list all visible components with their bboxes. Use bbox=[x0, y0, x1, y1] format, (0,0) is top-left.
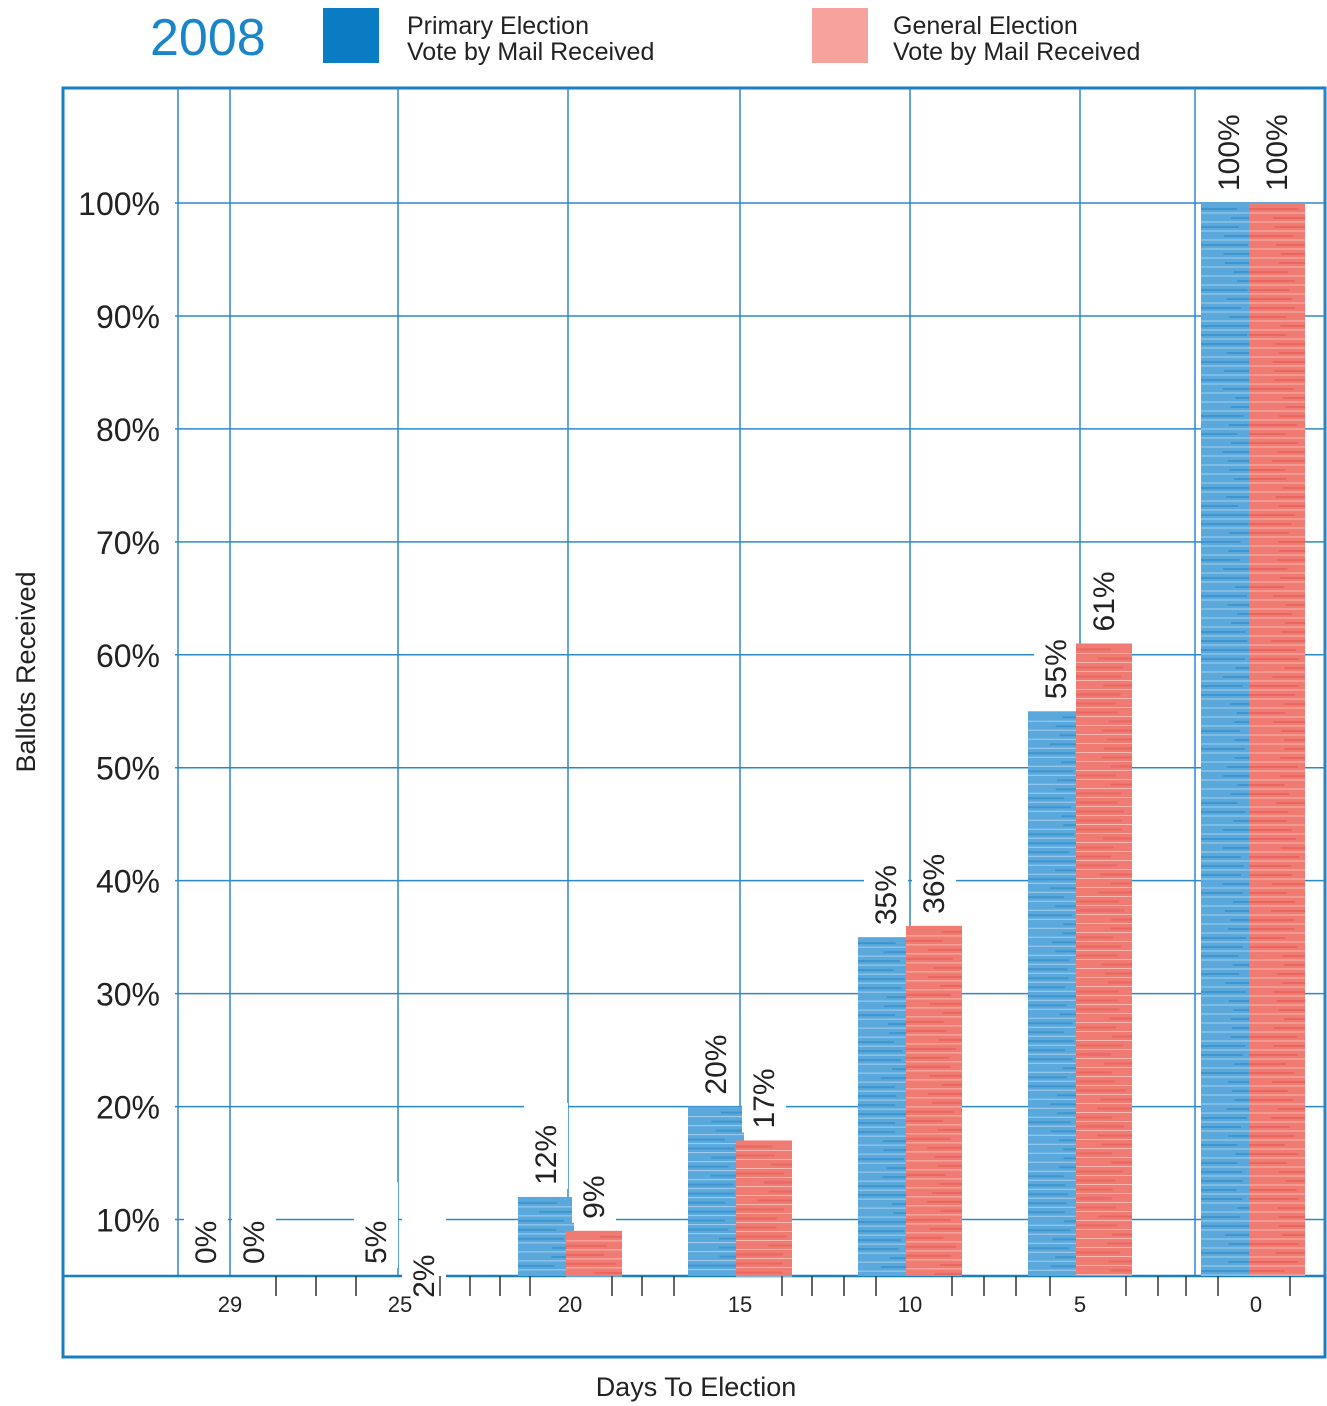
bar-primary-15: 20% bbox=[688, 1012, 744, 1276]
y-tick-bg bbox=[68, 519, 168, 556]
x-tick-label: 5 bbox=[1074, 1292, 1086, 1317]
bar-fill bbox=[858, 937, 914, 1276]
x-tick-label: 29 bbox=[218, 1292, 242, 1317]
year-title: 2008 bbox=[150, 9, 266, 67]
grid-lines bbox=[63, 88, 1326, 1278]
value-label-bg bbox=[354, 1182, 398, 1268]
value-label: 100% bbox=[1213, 114, 1246, 191]
bar-primary-20: 12% bbox=[518, 1102, 574, 1276]
bar-fill bbox=[906, 925, 962, 1276]
value-label-bg bbox=[232, 1204, 276, 1268]
y-tick-bg bbox=[68, 181, 168, 217]
bar-primary-5: 55% bbox=[1028, 617, 1084, 1276]
y-tick-label: 60% bbox=[96, 638, 160, 674]
bar-general-0: 100% bbox=[1249, 109, 1305, 1276]
bar-general-20: 9% bbox=[566, 1136, 622, 1278]
y-tick-label: 50% bbox=[96, 751, 160, 787]
value-label: 12% bbox=[530, 1125, 563, 1185]
x-tick-label: 10 bbox=[898, 1292, 922, 1317]
y-tick-label: 80% bbox=[96, 412, 160, 448]
value-label-bg bbox=[694, 1012, 738, 1099]
y-tick-bg bbox=[68, 406, 168, 443]
y-axis-title: Ballots Received bbox=[11, 571, 41, 772]
y-tick-label: 90% bbox=[96, 299, 160, 335]
value-label: 0% bbox=[238, 1221, 271, 1264]
bar-general-5: 61% bbox=[1076, 549, 1132, 1276]
x-tick-label: 20 bbox=[558, 1292, 582, 1317]
value-label: 0% bbox=[190, 1221, 223, 1264]
value-label: 35% bbox=[870, 865, 903, 925]
x-axis: 29 25 20 15 10 5 0 bbox=[218, 1276, 1291, 1317]
y-tick-label: 40% bbox=[96, 864, 160, 900]
value-label: 20% bbox=[700, 1035, 733, 1095]
bar-general-25: 2% bbox=[402, 1215, 446, 1302]
value-label-bg bbox=[864, 843, 908, 930]
bar-primary-0: 100% bbox=[1201, 109, 1257, 1276]
y-axis-ticks: 10% 20% 30% 40% 50% 60% 70% 80% 90% 100% bbox=[68, 181, 168, 1239]
value-label-bg bbox=[912, 831, 956, 918]
bar-primary-29: 0% bbox=[184, 1204, 228, 1268]
legend: Primary Election Vote by Mail Received G… bbox=[323, 8, 1140, 66]
y-tick-bg bbox=[68, 1084, 168, 1121]
legend-swatch-general bbox=[812, 8, 868, 63]
y-tick-label: 100% bbox=[78, 186, 160, 222]
x-tick-label: 0 bbox=[1250, 1292, 1262, 1317]
y-tick-label: 20% bbox=[96, 1090, 160, 1126]
legend-label-primary-line1: Primary Election bbox=[407, 12, 589, 40]
value-label: 61% bbox=[1088, 571, 1121, 631]
value-label-bg bbox=[524, 1102, 568, 1189]
bar-fill bbox=[688, 1106, 744, 1276]
y-tick-bg bbox=[68, 971, 168, 1008]
y-tick-bg bbox=[68, 632, 168, 669]
x-tick-label: 15 bbox=[728, 1292, 752, 1317]
y-tick-label: 10% bbox=[96, 1203, 160, 1239]
y-tick-label: 30% bbox=[96, 977, 160, 1013]
value-label-bg bbox=[184, 1204, 228, 1268]
bar-fill bbox=[518, 1196, 574, 1276]
bar-fill bbox=[566, 1230, 622, 1276]
legend-swatch-primary bbox=[323, 8, 379, 63]
value-label: 2% bbox=[408, 1255, 441, 1298]
legend-label-primary-line2: Vote by Mail Received bbox=[407, 38, 654, 66]
value-label-bg bbox=[1207, 109, 1251, 195]
x-axis-title: Days To Election bbox=[596, 1372, 797, 1402]
bar-primary-25: 5% bbox=[354, 1182, 398, 1268]
bars: 0% 0% 5% 2% 12% 9% 20% 17% 35% 36% 55% 61% 100% 100% bbox=[184, 109, 1305, 1302]
value-label: 5% bbox=[360, 1221, 393, 1264]
bar-primary-10: 35% bbox=[858, 843, 914, 1276]
value-label: 100% bbox=[1261, 114, 1294, 191]
value-label-bg bbox=[1255, 109, 1299, 195]
value-label: 9% bbox=[578, 1175, 611, 1218]
y-tick-bg bbox=[68, 1197, 168, 1234]
bar-general-10: 36% bbox=[906, 831, 962, 1279]
y-tick-label: 70% bbox=[96, 525, 160, 561]
bar-general-29: 0% bbox=[232, 1204, 276, 1268]
value-label: 36% bbox=[918, 854, 951, 914]
y-tick-bg bbox=[68, 858, 168, 895]
value-label: 55% bbox=[1040, 639, 1073, 699]
legend-label-general-line1: General Election bbox=[893, 12, 1078, 40]
bar-fill bbox=[1028, 711, 1084, 1276]
y-tick-bg bbox=[68, 745, 168, 782]
value-label-bg bbox=[742, 1046, 786, 1133]
x-tick-label: 25 bbox=[388, 1292, 412, 1317]
value-label-bg bbox=[1082, 549, 1126, 636]
value-label-bg bbox=[402, 1215, 446, 1302]
value-label-bg bbox=[572, 1136, 616, 1223]
bar-general-15: 17% bbox=[736, 1046, 792, 1277]
value-label-bg bbox=[1034, 617, 1078, 704]
value-label: 17% bbox=[748, 1068, 781, 1128]
legend-label-general-line2: Vote by Mail Received bbox=[893, 38, 1140, 66]
y-tick-bg bbox=[68, 293, 168, 330]
bar-fill bbox=[736, 1140, 792, 1276]
